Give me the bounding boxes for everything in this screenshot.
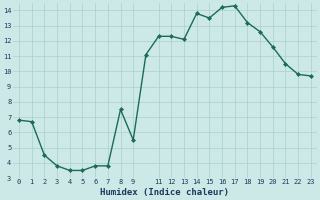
X-axis label: Humidex (Indice chaleur): Humidex (Indice chaleur) [100, 188, 229, 197]
